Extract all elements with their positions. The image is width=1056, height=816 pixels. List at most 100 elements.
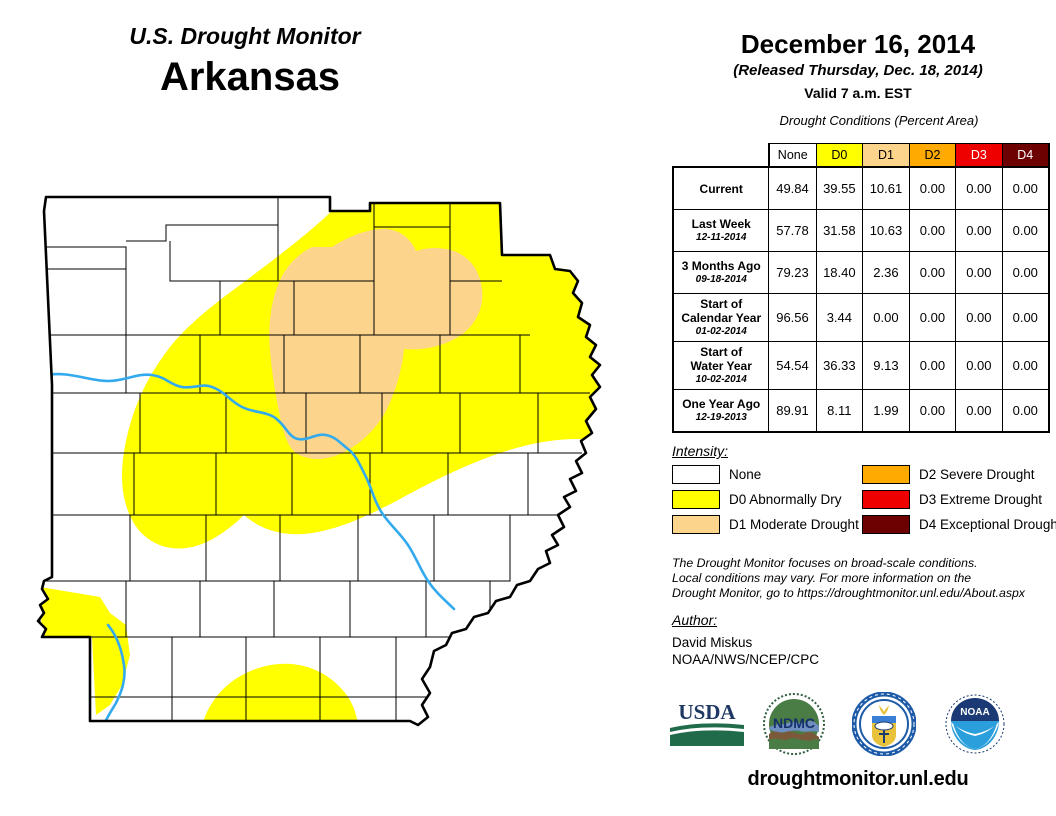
doc-logo-svg	[851, 691, 917, 757]
info-panel: December 16, 2014 (Released Thursday, De…	[660, 0, 1056, 816]
legend-item-d1: D1 Moderate Drought	[672, 515, 862, 534]
legend-swatch-d4	[862, 515, 910, 534]
row-label-start-of-water-year: Start of Water Year 10-02-2014	[672, 341, 770, 390]
column-header-d4: D4	[1001, 143, 1050, 168]
page-title: Arkansas	[159, 55, 341, 99]
cell-3-months-ago-d3: 0.00	[955, 251, 1003, 294]
cell-water-year-d3: 0.00	[955, 341, 1003, 390]
usda-logo-svg: USDA	[670, 700, 744, 746]
cell-last-week-none: 57.78	[768, 209, 817, 252]
cell-last-week-d2: 0.00	[908, 209, 957, 252]
date-block: December 16, 2014 (Released Thursday, De…	[660, 0, 1056, 104]
legend-label-none: None	[729, 467, 762, 482]
released-date: (Released Thursday, Dec. 18, 2014)	[733, 62, 983, 79]
cell-last-week-d1: 10.63	[862, 209, 910, 252]
table-corner-cell	[673, 144, 769, 168]
website-url[interactable]: droughtmonitor.unl.edu	[747, 768, 969, 790]
cell-calendar-year-d1: 0.00	[862, 293, 910, 342]
row-label-one-year-ago: One Year Ago 12-19-2013	[672, 389, 770, 433]
valid-time: Valid 7 a.m. EST	[804, 85, 912, 101]
ndmc-logo-text: NDMC	[773, 715, 815, 731]
row-label-current: Current	[672, 166, 770, 210]
state-boundary	[36, 195, 602, 727]
cell-calendar-year-d0: 3.44	[815, 293, 864, 342]
table-row: 3 Months Ago 09-18-2014 79.23 18.40 2.36…	[672, 251, 1050, 294]
noaa-logo[interactable]: NOAA	[943, 692, 1007, 761]
cell-calendar-year-none: 96.56	[768, 293, 817, 342]
cell-water-year-d2: 0.00	[908, 341, 957, 390]
row-date-last-week: 12-11-2014	[696, 232, 747, 243]
cell-3-months-ago-none: 79.23	[768, 251, 817, 294]
program-title: U.S. Drought Monitor	[129, 23, 361, 49]
disclaimer-text: The Drought Monitor focuses on broad-sca…	[672, 556, 1052, 601]
cell-current-none: 49.84	[768, 166, 817, 210]
cell-current-d0: 39.55	[815, 166, 864, 210]
row-label-last-week: Last Week 12-11-2014	[672, 209, 770, 252]
legend-swatch-d1	[672, 515, 720, 534]
cell-3-months-ago-d0: 18.40	[815, 251, 864, 294]
disclaimer-line-2: Local conditions may vary. For more info…	[672, 571, 972, 585]
cell-3-months-ago-d2: 0.00	[908, 251, 957, 294]
cell-one-year-ago-d3: 0.00	[955, 389, 1003, 433]
arkansas-map-svg	[36, 195, 602, 727]
author-name: David Miskus	[672, 635, 753, 650]
drought-map[interactable]	[30, 185, 645, 745]
cell-water-year-d4: 0.00	[1001, 341, 1050, 390]
cell-current-d2: 0.00	[908, 166, 957, 210]
noaa-logo-text: NOAA	[960, 707, 989, 718]
table-row: Last Week 12-11-2014 57.78 31.58 10.63 0…	[672, 209, 1050, 252]
table-caption: Drought Conditions (Percent Area)	[779, 113, 979, 128]
legend-swatch-none	[672, 465, 720, 484]
legend-item-d0: D0 Abnormally Dry	[672, 490, 862, 509]
row-date-start-of-water-year: 10-02-2014	[695, 374, 747, 385]
cell-last-week-d3: 0.00	[955, 209, 1003, 252]
cell-calendar-year-d4: 0.00	[1001, 293, 1050, 342]
row-date-one-year-ago: 12-19-2013	[695, 412, 747, 423]
cell-one-year-ago-d1: 1.99	[862, 389, 910, 433]
doc-logo[interactable]	[851, 691, 917, 761]
disclaimer-line-1: The Drought Monitor focuses on broad-sca…	[672, 556, 978, 570]
legend-title: Intensity:	[672, 443, 729, 459]
cell-one-year-ago-d0: 8.11	[815, 389, 864, 433]
ndmc-logo-svg: NDMC	[763, 693, 825, 755]
map-panel: U.S. Drought Monitor Arkansas	[0, 22, 660, 745]
author-affiliation: NOAA/NWS/NCEP/CPC	[672, 652, 820, 667]
usda-logo-text: USDA	[678, 700, 736, 724]
cell-3-months-ago-d4: 0.00	[1001, 251, 1050, 294]
noaa-logo-svg: NOAA	[944, 693, 1006, 755]
cell-water-year-none: 54.54	[768, 341, 817, 390]
table-row: Start of Water Year 10-02-2014 54.54 36.…	[672, 341, 1050, 390]
author-block: David Miskus NOAA/NWS/NCEP/CPC	[672, 634, 819, 668]
d1-moderate-drought-region	[269, 229, 483, 459]
column-header-d0: D0	[815, 143, 864, 168]
column-header-none: None	[767, 143, 817, 168]
row-label-start-of-calendar-year: Start of Calendar Year 01-02-2014	[672, 293, 770, 342]
table-row: Start of Calendar Year 01-02-2014 96.56 …	[672, 293, 1050, 342]
cell-water-year-d0: 36.33	[815, 341, 864, 390]
cell-calendar-year-d3: 0.00	[955, 293, 1003, 342]
county-boundaries	[39, 197, 590, 721]
usda-logo[interactable]: USDA	[668, 698, 746, 753]
table-row: One Year Ago 12-19-2013 89.91 8.11 1.99 …	[672, 389, 1050, 433]
column-header-d1: D1	[862, 143, 910, 168]
row-date-start-of-calendar-year: 01-02-2014	[695, 326, 747, 337]
legend-label-d4: D4 Exceptional Drought	[919, 517, 1056, 532]
table-header-row: None D0 D1 D2 D3 D4	[673, 143, 1050, 168]
cell-last-week-d0: 31.58	[815, 209, 864, 252]
legend-item-d3: D3 Extreme Drought	[862, 490, 1056, 509]
legend-label-d3: D3 Extreme Drought	[919, 492, 1043, 507]
legend-swatch-d3	[862, 490, 910, 509]
legend-label-d0: D0 Abnormally Dry	[729, 492, 842, 507]
legend-swatch-d0	[672, 490, 720, 509]
legend-label-d2: D2 Severe Drought	[919, 467, 1035, 482]
row-date-3-months-ago: 09-18-2014	[695, 274, 747, 285]
legend-label-d1: D1 Moderate Drought	[729, 517, 859, 532]
cell-water-year-d1: 9.13	[862, 341, 910, 390]
report-date: December 16, 2014	[740, 29, 976, 59]
legend-item-none: None	[672, 465, 862, 484]
legend-item-d2: D2 Severe Drought	[862, 465, 1056, 484]
title-block: U.S. Drought Monitor Arkansas	[0, 22, 660, 102]
cell-last-week-d4: 0.00	[1001, 209, 1050, 252]
disclaimer-line-3[interactable]: Drought Monitor, go to https://droughtmo…	[672, 586, 1025, 600]
ndmc-logo[interactable]: NDMC	[762, 692, 826, 761]
